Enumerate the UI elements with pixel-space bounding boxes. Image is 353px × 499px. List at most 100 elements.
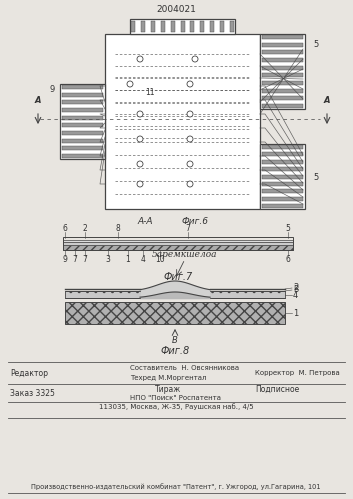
- Text: 1: 1: [293, 308, 298, 317]
- Bar: [151, 21, 155, 32]
- Text: 7: 7: [73, 255, 77, 264]
- Bar: [65, 302, 285, 324]
- Circle shape: [187, 181, 193, 187]
- Bar: [262, 66, 303, 70]
- Bar: [262, 160, 303, 164]
- Bar: [262, 182, 303, 186]
- Text: Подписное: Подписное: [255, 385, 299, 394]
- Text: 4: 4: [140, 255, 145, 264]
- Text: 8: 8: [116, 224, 120, 233]
- Text: 10: 10: [155, 255, 165, 264]
- Bar: [60, 84, 105, 159]
- Text: Редактор: Редактор: [10, 368, 48, 378]
- Bar: [262, 104, 303, 108]
- Circle shape: [137, 181, 143, 187]
- Bar: [260, 34, 305, 109]
- Bar: [62, 85, 103, 89]
- Text: Составитель  Н. Овсянникова: Составитель Н. Овсянникова: [130, 365, 239, 371]
- Text: А-А: А-А: [137, 217, 153, 226]
- Bar: [131, 21, 135, 32]
- Text: Тираж: Тираж: [155, 385, 181, 394]
- Circle shape: [137, 111, 143, 117]
- Text: 5: 5: [286, 224, 291, 233]
- Text: 3: 3: [106, 255, 110, 264]
- Bar: [262, 204, 303, 208]
- Bar: [262, 81, 303, 85]
- Text: 11: 11: [145, 87, 155, 96]
- Bar: [262, 35, 303, 39]
- Text: 4: 4: [293, 290, 298, 299]
- Bar: [262, 145, 303, 149]
- Text: В: В: [293, 285, 298, 294]
- Bar: [62, 154, 103, 158]
- Text: 113035, Москва, Ж-35, Раушская наб., 4/5: 113035, Москва, Ж-35, Раушская наб., 4/5: [99, 404, 253, 410]
- Text: 1: 1: [126, 255, 130, 264]
- Circle shape: [137, 161, 143, 167]
- Text: 7: 7: [186, 224, 190, 233]
- Text: 2: 2: [83, 224, 88, 233]
- Text: 9: 9: [49, 84, 55, 93]
- Bar: [62, 100, 103, 104]
- Circle shape: [187, 136, 193, 142]
- Text: 2004021: 2004021: [156, 5, 196, 14]
- Text: Фиг.7: Фиг.7: [163, 272, 193, 282]
- Bar: [62, 139, 103, 143]
- Text: 5: 5: [313, 173, 318, 182]
- Bar: [262, 197, 303, 201]
- Bar: [210, 21, 214, 32]
- Text: А: А: [35, 96, 41, 105]
- Bar: [62, 123, 103, 127]
- Bar: [170, 21, 175, 32]
- Bar: [230, 21, 234, 32]
- Bar: [63, 245, 293, 250]
- Bar: [161, 21, 165, 32]
- Bar: [260, 144, 305, 209]
- Bar: [210, 291, 285, 298]
- Text: 6: 6: [286, 255, 291, 264]
- Text: 2: 2: [293, 283, 298, 292]
- Text: 6: 6: [62, 224, 67, 233]
- Bar: [262, 50, 303, 54]
- Circle shape: [137, 136, 143, 142]
- Bar: [63, 240, 293, 242]
- Circle shape: [137, 56, 143, 62]
- Bar: [262, 73, 303, 77]
- Bar: [130, 19, 235, 34]
- Bar: [262, 175, 303, 179]
- Bar: [65, 291, 140, 298]
- Text: Техред М.Моргентал: Техред М.Моргентал: [130, 375, 207, 381]
- Bar: [63, 242, 293, 245]
- Bar: [62, 93, 103, 97]
- Bar: [262, 96, 303, 100]
- Text: 5: 5: [313, 39, 318, 48]
- Text: НПО "Поиск" Роспатента: НПО "Поиск" Роспатента: [131, 395, 221, 401]
- Text: А: А: [324, 96, 330, 105]
- Circle shape: [127, 81, 133, 87]
- Text: Фиг.6: Фиг.6: [181, 217, 209, 226]
- Bar: [105, 34, 260, 209]
- Circle shape: [187, 81, 193, 87]
- Bar: [180, 21, 185, 32]
- Bar: [262, 189, 303, 193]
- Text: 7: 7: [83, 255, 88, 264]
- Bar: [62, 108, 103, 112]
- Text: Производственно-издательский комбинат "Патент", г. Ужгород, ул.Гагарина, 101: Производственно-издательский комбинат "П…: [31, 483, 321, 490]
- Bar: [200, 21, 204, 32]
- Bar: [62, 116, 103, 120]
- Bar: [62, 146, 103, 150]
- Text: 9: 9: [62, 255, 67, 264]
- Bar: [262, 167, 303, 171]
- Bar: [262, 43, 303, 47]
- Circle shape: [187, 111, 193, 117]
- Text: 5аремкшелоа: 5аремкшелоа: [152, 250, 218, 259]
- Text: Фиг.8: Фиг.8: [160, 346, 190, 356]
- Bar: [262, 89, 303, 93]
- Circle shape: [187, 161, 193, 167]
- Bar: [262, 58, 303, 62]
- Text: Заказ 3325: Заказ 3325: [10, 389, 55, 398]
- Bar: [220, 21, 224, 32]
- Bar: [141, 21, 145, 32]
- Bar: [190, 21, 195, 32]
- Text: Корректор  М. Петрова: Корректор М. Петрова: [255, 370, 340, 376]
- Bar: [63, 237, 293, 250]
